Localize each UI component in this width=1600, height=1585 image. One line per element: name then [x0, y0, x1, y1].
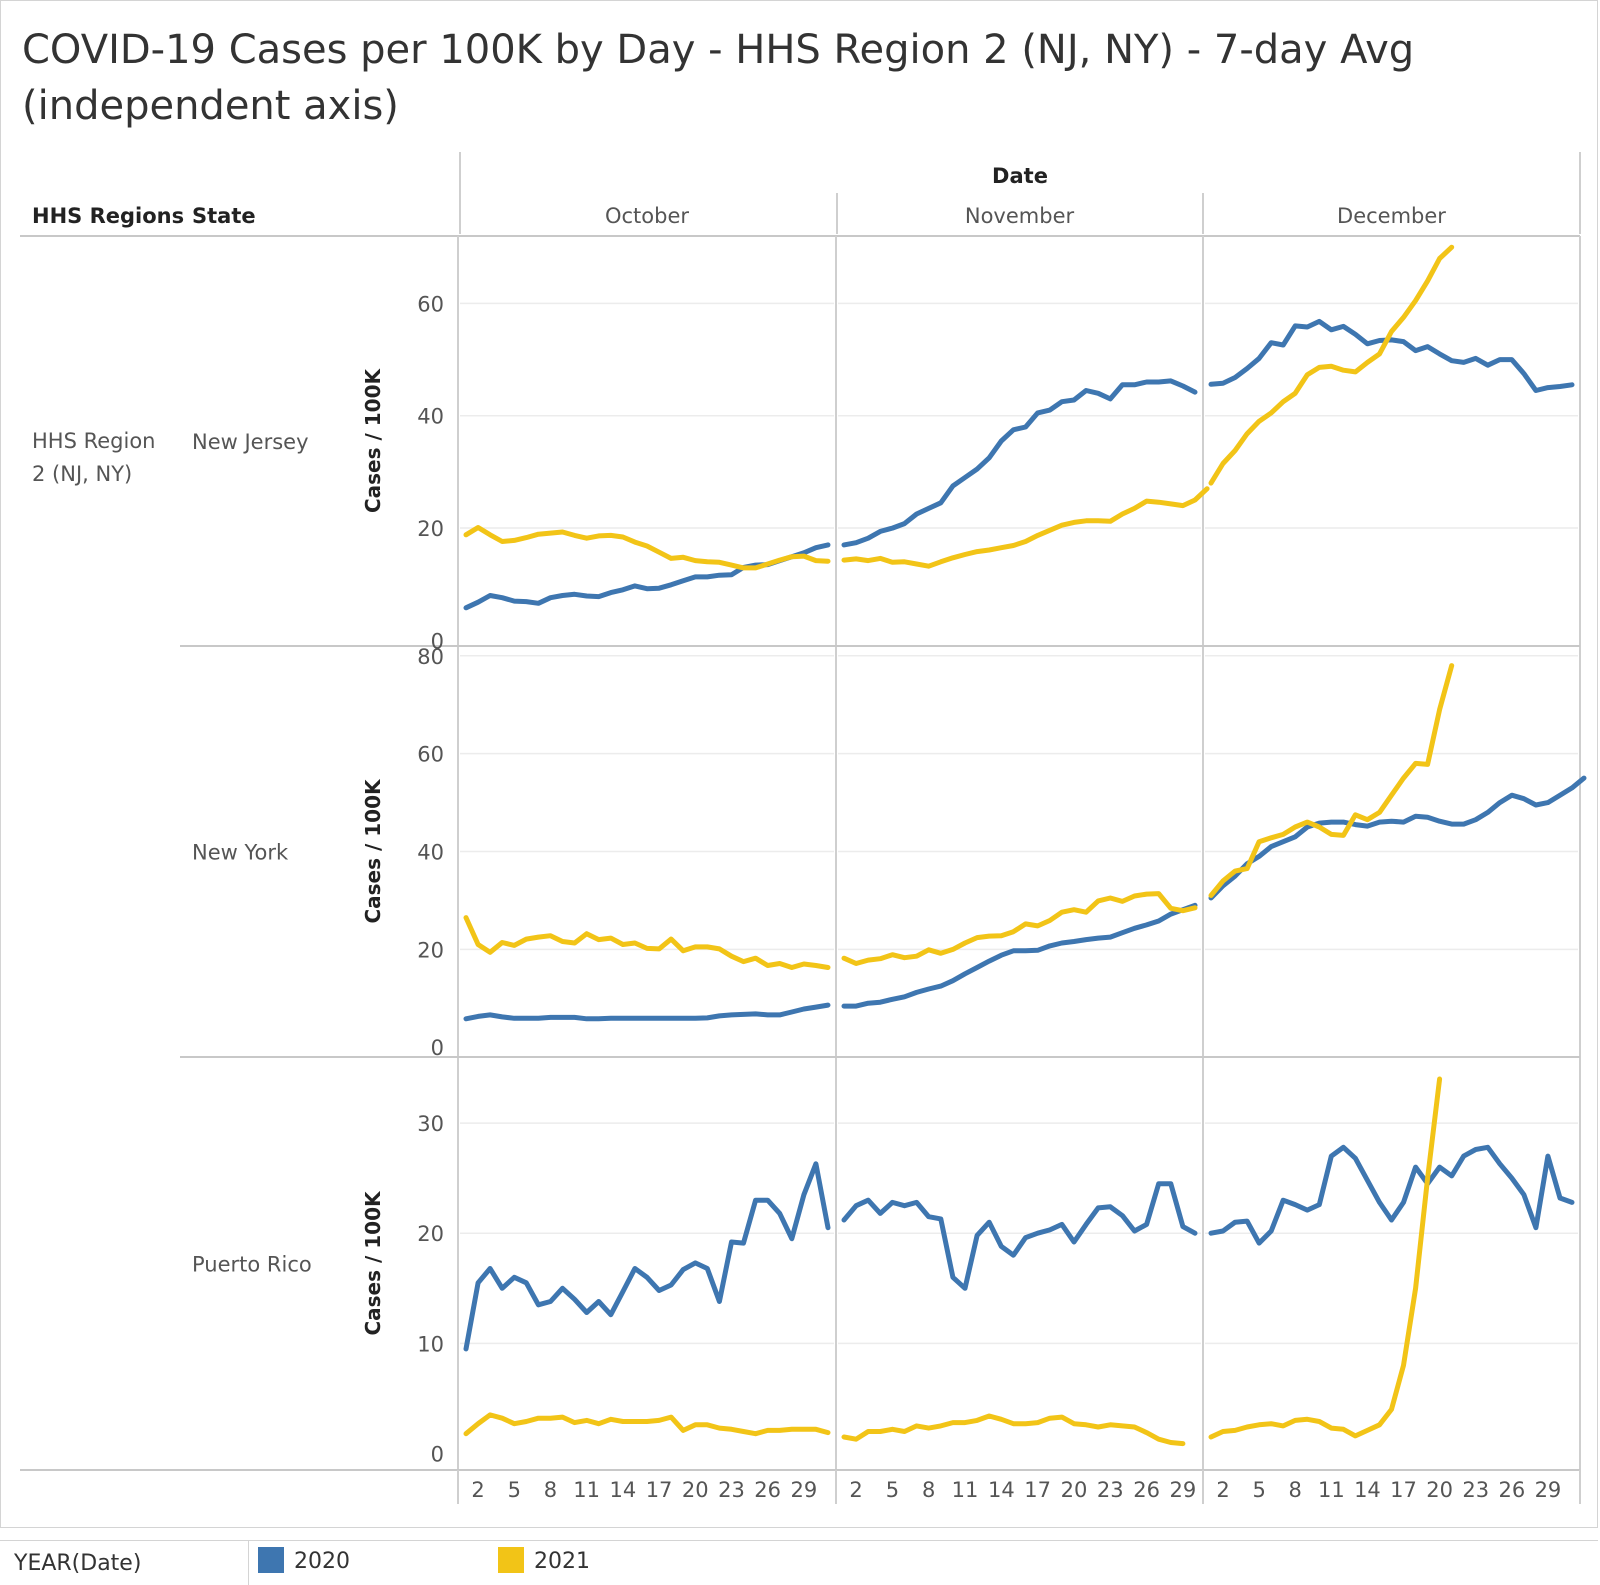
month-headers: October November December — [605, 204, 1446, 228]
x-tick-label: 5 — [508, 1478, 521, 1502]
region-label-line-1: HHS Region — [32, 429, 155, 453]
line-2021-new-jersey-november[interactable] — [841, 486, 1210, 569]
y-tick-label: 60 — [417, 743, 444, 767]
legend-label-2021: 2021 — [534, 1549, 590, 1574]
x-tick-label: 2 — [849, 1478, 862, 1502]
x-tick-label: 26 — [754, 1478, 781, 1502]
x-tick-label: 20 — [682, 1478, 709, 1502]
line-2020-new-york-december[interactable] — [1208, 775, 1587, 901]
legend-swatch-2021 — [498, 1547, 524, 1573]
x-tick-label: 20 — [1426, 1478, 1453, 1502]
y-tick-label: 20 — [417, 517, 444, 541]
month-header-november: November — [965, 204, 1075, 228]
x-tick-label: 23 — [718, 1478, 745, 1502]
x-tick-label: 17 — [1390, 1478, 1417, 1502]
state-header: State — [192, 204, 256, 228]
chart-frame — [0, 0, 1598, 1528]
line-2021-puerto-rico-december[interactable] — [1208, 1076, 1443, 1440]
legend-divider — [248, 1541, 249, 1585]
line-2020-new-jersey-december[interactable] — [1208, 318, 1575, 393]
y-tick-label: 60 — [417, 292, 444, 316]
line-2020-new-jersey-october[interactable] — [463, 542, 831, 611]
month-header-october: October — [605, 204, 689, 228]
grid-frame — [20, 152, 1581, 1504]
state-labels: New Jersey New York Puerto Rico — [192, 430, 312, 1277]
x-tick-label: 8 — [544, 1478, 557, 1502]
legend-swatch-2020 — [258, 1547, 284, 1573]
x-tick-label: 29 — [1535, 1478, 1562, 1502]
x-tick-label: 14 — [1354, 1478, 1381, 1502]
line-2021-new-york-october[interactable] — [463, 915, 831, 970]
x-tick-label: 14 — [609, 1478, 636, 1502]
state-label-puerto-rico: Puerto Rico — [192, 1253, 312, 1277]
line-2020-new-jersey-november[interactable] — [841, 378, 1198, 548]
line-2021-new-jersey-october[interactable] — [463, 525, 831, 571]
line-2020-puerto-rico-october[interactable] — [463, 1161, 831, 1352]
series-lines — [463, 244, 1587, 1447]
legend: YEAR(Date) 2020 2021 — [0, 1540, 1598, 1585]
x-tick-label: 23 — [1097, 1478, 1124, 1502]
x-tick-label: 11 — [952, 1478, 979, 1502]
y-tick-label: 20 — [417, 938, 444, 962]
x-tick-label: 17 — [646, 1478, 673, 1502]
region-label-line-2: 2 (NJ, NY) — [32, 462, 132, 486]
y-axis-title: Cases / 100K — [361, 1190, 385, 1336]
x-tick-label: 11 — [573, 1478, 600, 1502]
x-tick-label: 5 — [1252, 1478, 1265, 1502]
y-axis-title: Cases / 100K — [361, 367, 385, 513]
state-label-new-jersey: New Jersey — [192, 430, 309, 454]
x-tick-label: 29 — [1170, 1478, 1197, 1502]
x-tick-label: 29 — [790, 1478, 817, 1502]
line-2021-new-york-december[interactable] — [1208, 663, 1455, 898]
line-2021-new-york-november[interactable] — [841, 891, 1198, 966]
y-tick-label: 80 — [417, 645, 444, 669]
line-2021-puerto-rico-november[interactable] — [841, 1413, 1186, 1447]
y-tick-label: 30 — [417, 1112, 444, 1136]
x-tick-label: 2 — [471, 1478, 484, 1502]
line-2021-puerto-rico-october[interactable] — [463, 1412, 831, 1437]
x-tick-label: 11 — [1318, 1478, 1345, 1502]
y-tick-label: 0 — [431, 629, 444, 653]
y-tick-label: 40 — [417, 841, 444, 865]
date-header: Date — [992, 164, 1048, 188]
x-tick-label: 17 — [1024, 1478, 1051, 1502]
line-2020-new-york-november[interactable] — [841, 902, 1198, 1009]
y-axis-title: Cases / 100K — [361, 778, 385, 924]
y-tick-label: 0 — [431, 1442, 444, 1466]
hhs-regions-header: HHS Regions — [32, 204, 184, 228]
legend-title: YEAR(Date) — [14, 1551, 142, 1576]
y-tick-label: 10 — [417, 1332, 444, 1356]
line-2020-puerto-rico-december[interactable] — [1208, 1144, 1575, 1246]
x-tick-label: 23 — [1462, 1478, 1489, 1502]
small-multiples-chart: Date HHS Regions State HHS Region 2 (NJ,… — [20, 152, 1587, 1504]
y-tick-label: 20 — [417, 1222, 444, 1246]
x-tick-label: 2 — [1216, 1478, 1229, 1502]
state-label-new-york: New York — [192, 841, 289, 865]
chart-title: COVID-19 Cases per 100K by Day - HHS Reg… — [22, 27, 1415, 129]
x-tick-label: 14 — [988, 1478, 1015, 1502]
x-tick-label: 8 — [1289, 1478, 1302, 1502]
legend-label-2020: 2020 — [294, 1549, 350, 1574]
x-tick-label: 5 — [886, 1478, 899, 1502]
x-tick-label: 26 — [1133, 1478, 1160, 1502]
x-tick-label: 26 — [1498, 1478, 1525, 1502]
line-2021-new-jersey-december[interactable] — [1208, 244, 1455, 486]
month-header-december: December — [1337, 204, 1446, 228]
x-tick-label: 8 — [922, 1478, 935, 1502]
x-tick-label: 20 — [1061, 1478, 1088, 1502]
y-tick-label: 0 — [431, 1036, 444, 1060]
x-axis: 2 5 8 11 14 17 20 23 26 29 2 5 8 11 14 17 20 23 26 29 2 5 8 11 1… — [471, 1478, 1561, 1502]
y-tick-label: 40 — [417, 405, 444, 429]
y-axes: Cases / 100K 0 20 40 60 Cases / 100K 0 20 40 60 80… — [361, 292, 1578, 1466]
line-2020-new-york-october[interactable] — [463, 1002, 831, 1022]
line-2020-puerto-rico-november[interactable] — [841, 1181, 1198, 1291]
